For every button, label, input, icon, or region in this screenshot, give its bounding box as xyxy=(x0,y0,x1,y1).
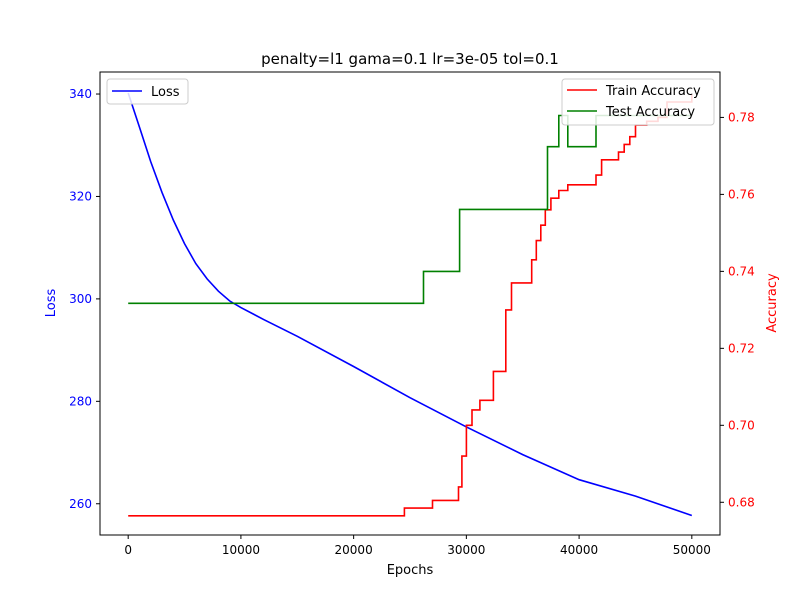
x-tick-label: 0 xyxy=(124,543,132,557)
chart-title: penalty=l1 gama=0.1 lr=3e-05 tol=0.1 xyxy=(261,50,559,68)
legend-left-box xyxy=(106,78,189,105)
x-tick-label: 10000 xyxy=(222,543,260,557)
left-tick-label: 300 xyxy=(69,292,92,306)
plot-area: 0 10000 20000 30000 40000 50000 260 280 300 320 34… xyxy=(69,71,755,557)
left-tick-label: 340 xyxy=(69,87,92,101)
right-tick-label: 0.72 xyxy=(728,341,755,355)
x-tick-label: 40000 xyxy=(560,543,598,557)
series-line-test-accuracy xyxy=(128,114,692,305)
series-line-loss xyxy=(127,92,693,517)
x-tick-label: 50000 xyxy=(673,543,711,557)
right-tick-label: 0.68 xyxy=(728,495,755,509)
right-axis-label: Accuracy xyxy=(765,273,780,333)
x-tick-label: 20000 xyxy=(335,543,373,557)
legend-label-loss: Loss xyxy=(151,85,180,100)
left-tick-label: 280 xyxy=(69,394,92,408)
legend-right-box xyxy=(561,78,715,126)
right-tick-label: 0.70 xyxy=(728,418,755,432)
legend-label-train-accuracy: Train Accuracy xyxy=(605,84,701,99)
legend-label-test-accuracy: Test Accuracy xyxy=(605,105,695,120)
x-axis-label: Epochs xyxy=(387,563,434,578)
left-tick-label: 260 xyxy=(69,497,92,511)
right-tick-label: 0.74 xyxy=(728,264,755,278)
left-tick-label: 320 xyxy=(69,189,92,203)
x-tick-label: 30000 xyxy=(447,543,485,557)
plot-frame xyxy=(99,71,721,536)
left-axis-label: Loss xyxy=(44,289,59,318)
right-tick-label: 0.78 xyxy=(728,110,755,124)
series-line-train-accuracy xyxy=(128,94,693,517)
right-tick-label: 0.76 xyxy=(728,187,755,201)
